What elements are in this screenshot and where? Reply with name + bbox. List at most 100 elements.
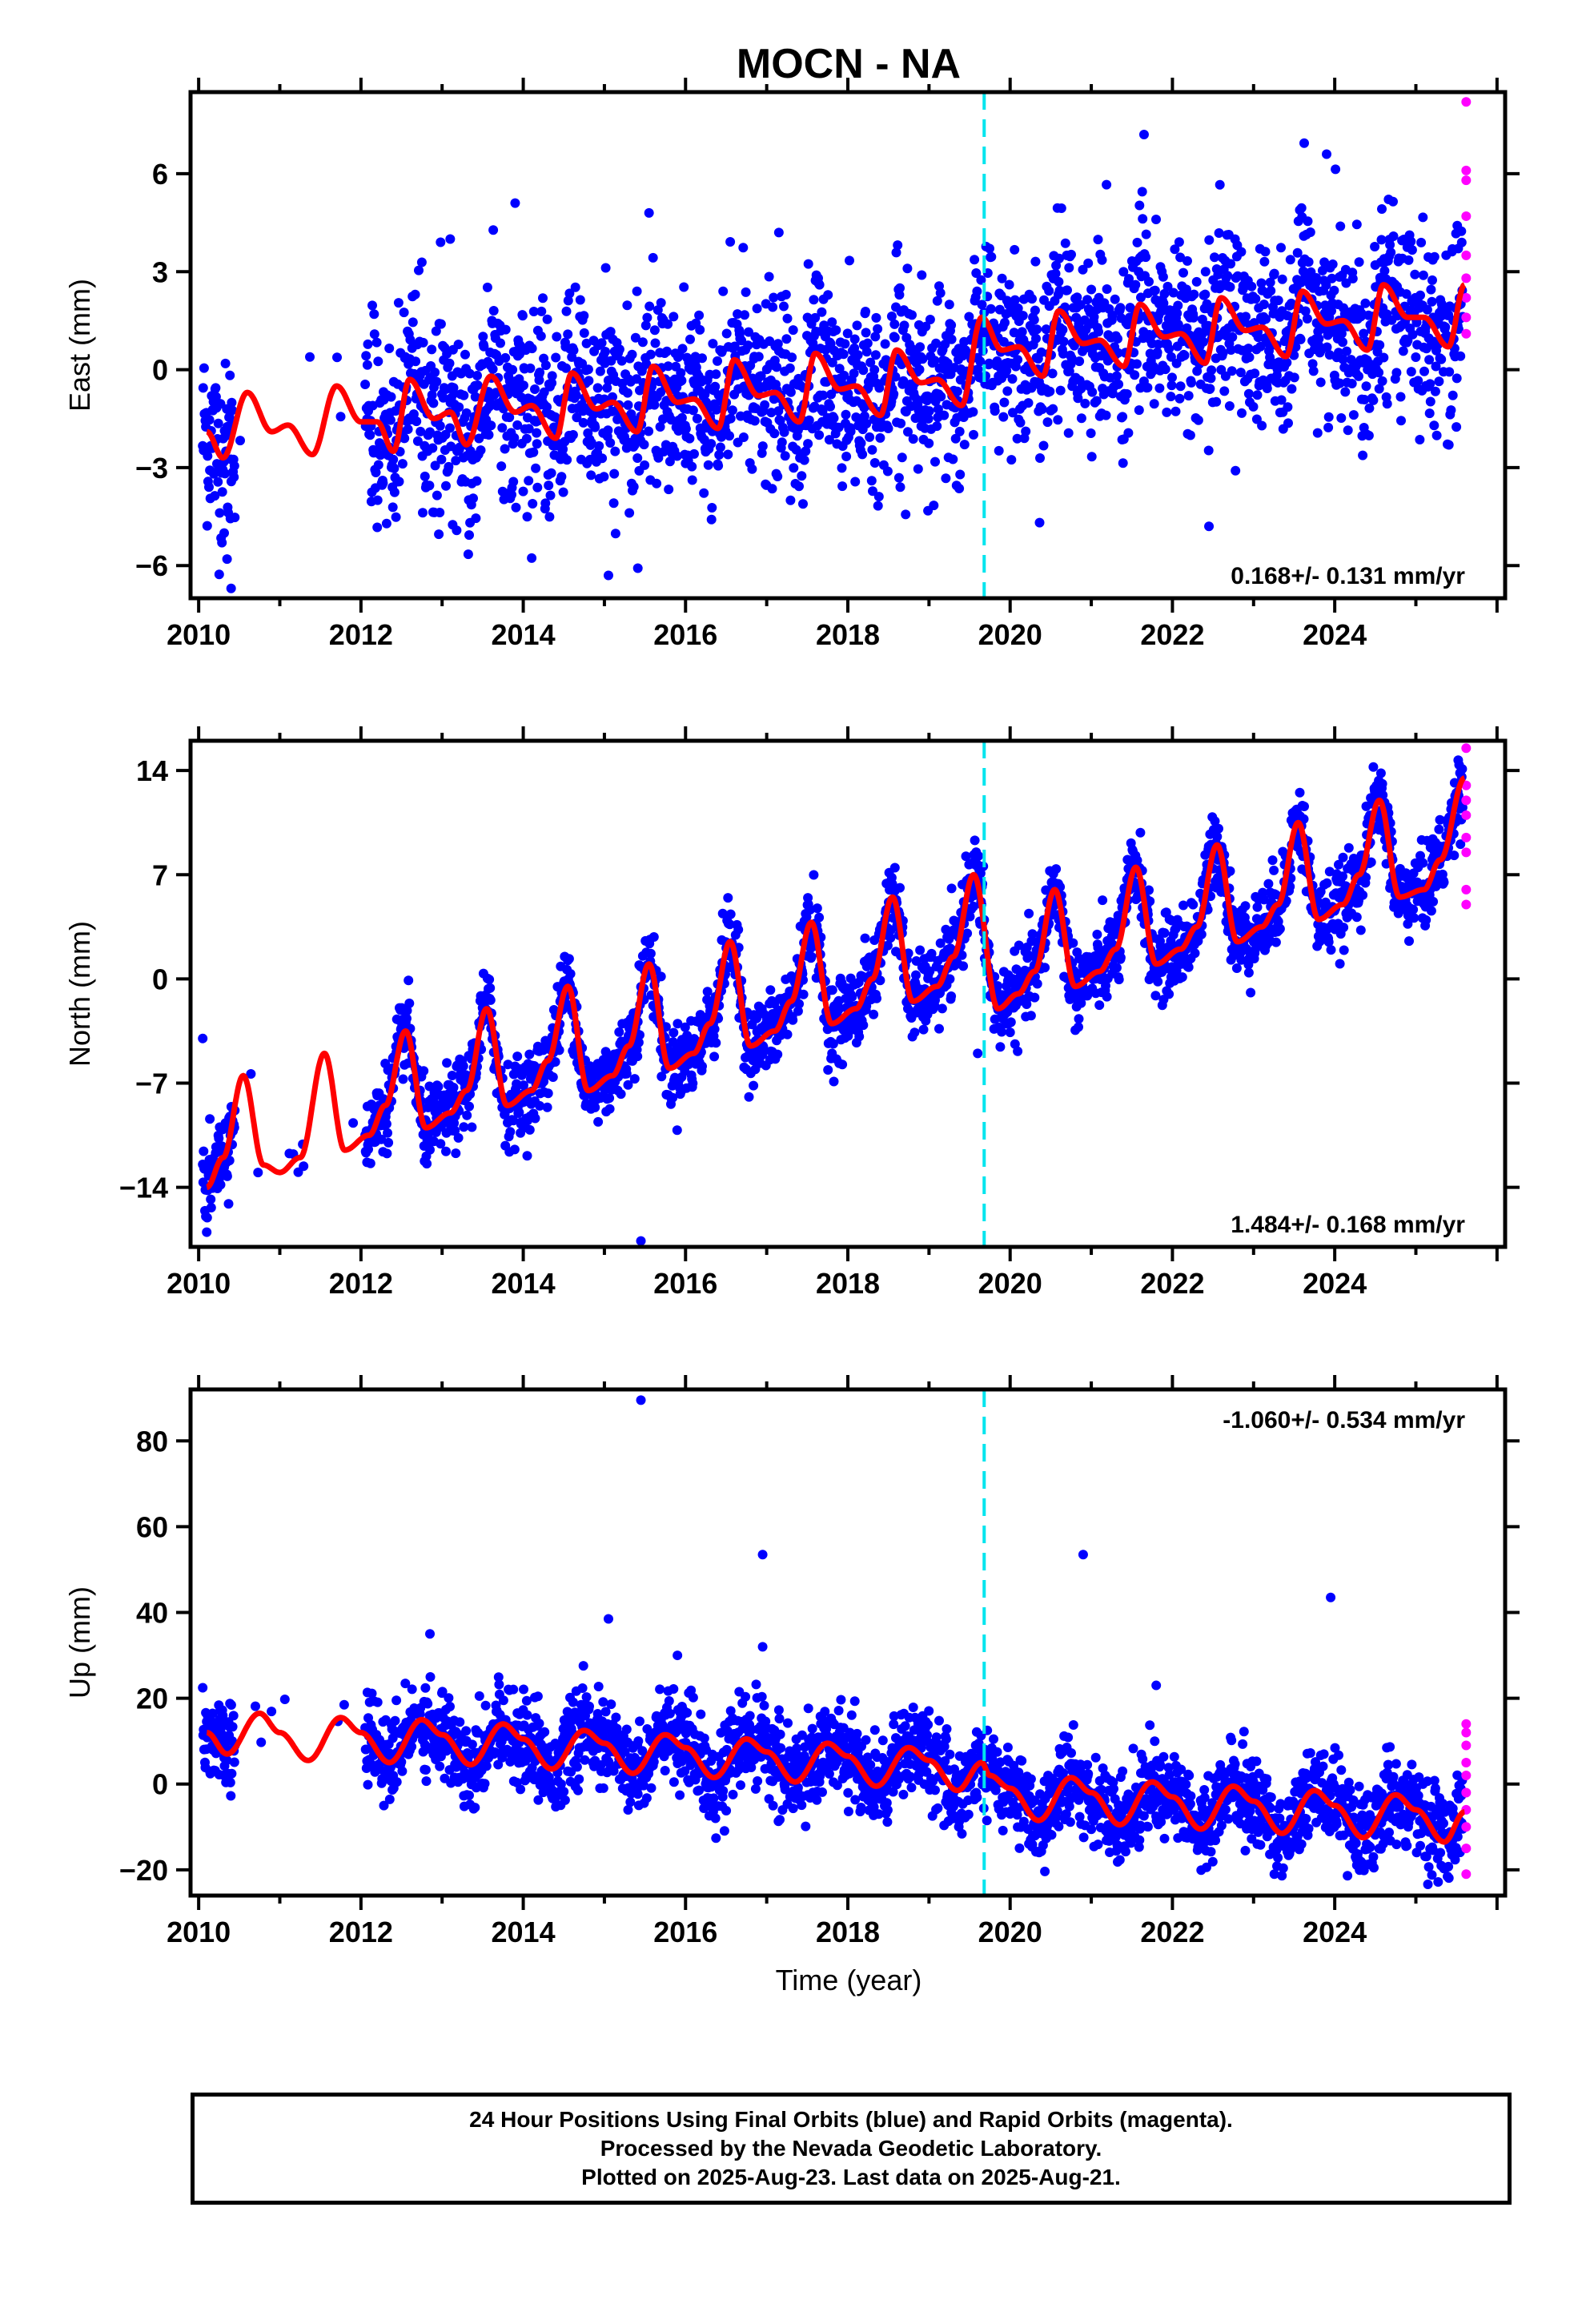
data-point	[472, 371, 482, 380]
data-point	[1456, 237, 1467, 247]
data-point	[1014, 940, 1024, 951]
data-point	[384, 344, 395, 353]
data-point	[818, 390, 829, 400]
data-point	[687, 475, 697, 485]
data-point	[599, 472, 609, 482]
data-point	[932, 296, 942, 306]
data-point	[1339, 945, 1349, 955]
data-point	[1287, 384, 1297, 394]
data-point	[1136, 292, 1146, 303]
data-point	[915, 945, 926, 955]
data-point	[1425, 379, 1435, 389]
data-point	[1407, 329, 1418, 340]
data-point	[1058, 336, 1069, 347]
data-point	[389, 487, 400, 497]
data-point	[535, 368, 545, 377]
data-point	[1276, 395, 1287, 405]
data-point	[870, 350, 881, 360]
data-point	[1292, 247, 1303, 258]
data-point	[199, 363, 209, 373]
data-point	[632, 1051, 643, 1062]
data-point	[532, 439, 542, 449]
data-point	[1186, 377, 1196, 388]
data-point	[1282, 357, 1292, 368]
data-point	[590, 422, 600, 432]
data-point	[1203, 445, 1214, 456]
data-point	[827, 357, 837, 368]
data-point	[994, 445, 1004, 456]
data-point	[757, 448, 767, 458]
data-point	[432, 376, 442, 387]
data-point	[1158, 271, 1168, 282]
data-point	[583, 364, 593, 375]
data-point	[229, 472, 239, 482]
data-point	[1047, 368, 1058, 379]
data-point	[1452, 422, 1462, 432]
data-point	[697, 353, 707, 364]
data-point	[1007, 374, 1018, 384]
data-point	[753, 352, 764, 362]
data-point	[756, 371, 766, 381]
data-point	[1368, 395, 1379, 405]
data-point	[852, 320, 862, 331]
data-point	[1137, 187, 1147, 197]
data-point	[1064, 263, 1074, 273]
data-point	[1162, 407, 1172, 417]
data-point	[694, 310, 705, 320]
data-point	[428, 398, 439, 408]
final-orbit-points	[198, 755, 1468, 1246]
data-point	[940, 340, 950, 349]
data-point	[945, 974, 955, 984]
data-point	[773, 339, 783, 349]
data-point	[1424, 408, 1435, 419]
data-point	[544, 480, 554, 491]
data-point	[810, 312, 821, 323]
data-point	[1305, 227, 1315, 237]
data-point	[913, 464, 923, 474]
data-point	[752, 304, 762, 314]
data-point	[1002, 386, 1013, 396]
data-point	[381, 1119, 391, 1129]
data-point	[837, 481, 848, 492]
data-point	[901, 509, 911, 520]
data-point	[1410, 269, 1420, 279]
data-point	[1396, 416, 1406, 426]
data-point	[1358, 450, 1368, 460]
data-point	[869, 364, 880, 375]
data-point	[570, 282, 580, 292]
data-point	[202, 1227, 212, 1237]
data-point	[1080, 398, 1090, 408]
data-point	[1321, 280, 1331, 290]
data-point	[630, 332, 640, 343]
data-point	[542, 1102, 552, 1112]
data-point	[435, 508, 445, 517]
data-point	[1188, 312, 1199, 323]
data-point	[609, 468, 620, 479]
data-point	[798, 499, 808, 509]
data-point	[723, 449, 733, 460]
data-point	[805, 905, 815, 915]
data-point	[1322, 878, 1332, 888]
data-point	[1054, 253, 1064, 263]
data-point	[1138, 214, 1148, 224]
data-point	[871, 312, 881, 323]
data-point	[706, 439, 717, 449]
data-point	[688, 1078, 698, 1088]
data-point	[1166, 352, 1176, 362]
data-point	[485, 983, 496, 993]
data-point	[1354, 371, 1363, 381]
data-point	[858, 1020, 869, 1031]
data-point	[1032, 979, 1042, 989]
data-point	[1259, 256, 1270, 267]
data-point	[1134, 405, 1144, 416]
data-point	[1166, 380, 1177, 391]
data-point	[1354, 257, 1364, 267]
data-point	[772, 362, 782, 372]
data-point	[695, 324, 705, 335]
data-point	[1024, 908, 1034, 919]
data-point	[522, 1151, 532, 1161]
data-point	[779, 427, 789, 437]
data-point	[561, 306, 572, 316]
data-point	[869, 1009, 879, 1019]
data-point	[687, 461, 697, 472]
